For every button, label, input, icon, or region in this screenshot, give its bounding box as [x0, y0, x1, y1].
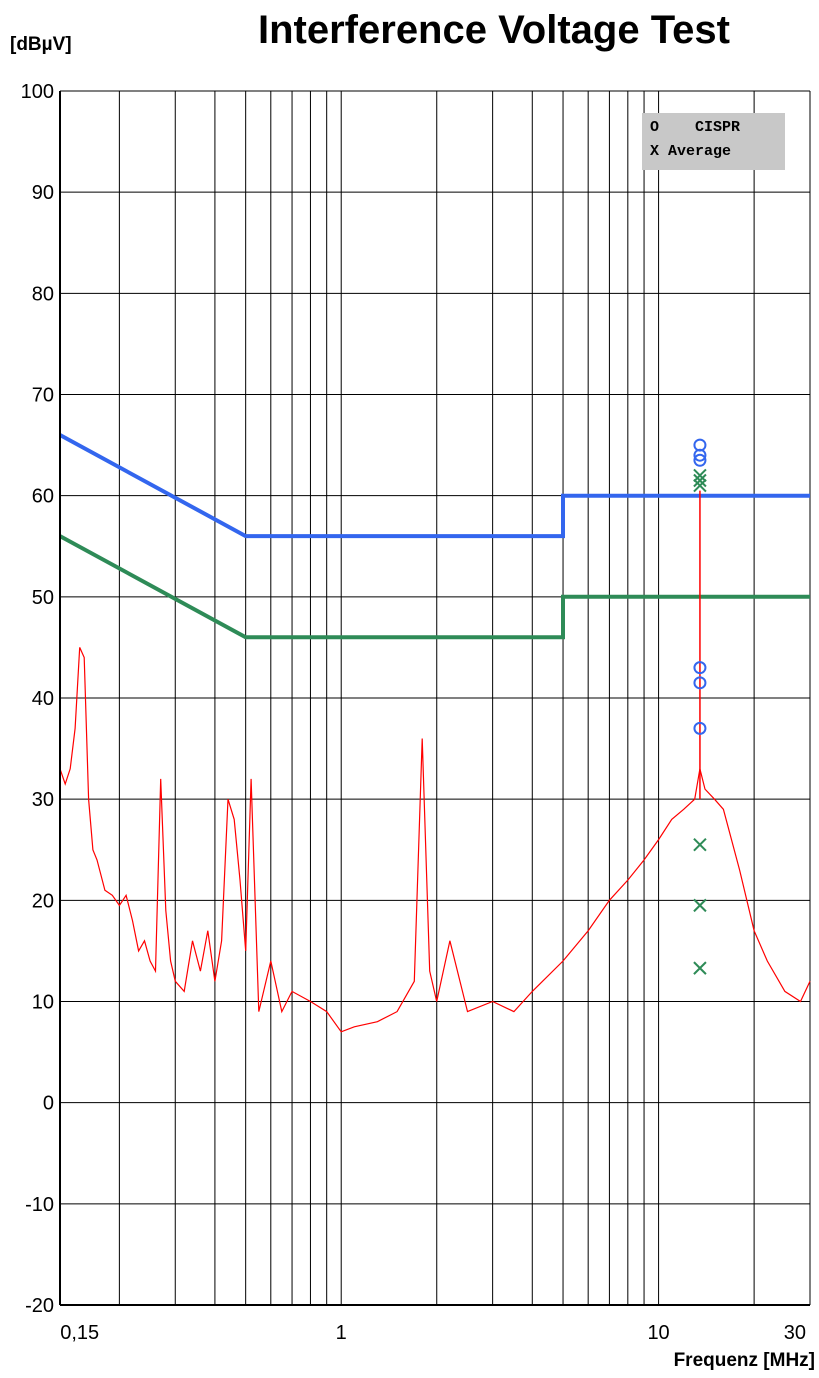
- qp-marker: [693, 448, 707, 462]
- axes: [59, 90, 810, 1306]
- qp-limit-line: [59, 433, 810, 539]
- y-tick-label: 30: [32, 789, 54, 811]
- avg-marker: [693, 473, 707, 488]
- y-tick-label: 80: [32, 283, 54, 305]
- y-tick-label: 90: [32, 182, 54, 204]
- x-tick-label: 10: [647, 1322, 669, 1344]
- avg-marker: [693, 478, 707, 493]
- y-tick-label: 40: [32, 688, 54, 710]
- markers: [693, 438, 707, 975]
- y-tick-label: 20: [32, 890, 54, 912]
- avg-marker-stroke: [693, 898, 707, 913]
- y-tick-label: -10: [25, 1194, 54, 1216]
- y-axis-label: [dBµV]: [10, 34, 72, 55]
- avg-marker: [693, 898, 707, 913]
- avg-marker-stroke: [693, 478, 707, 493]
- qp-marker: [693, 676, 707, 690]
- y-tick-label: 50: [32, 587, 54, 609]
- avg-marker: [693, 468, 707, 483]
- y-tick-label: 0: [43, 1093, 54, 1115]
- avg-marker-stroke: [693, 961, 707, 975]
- y-tick-label: -20: [25, 1295, 54, 1317]
- qp-marker: [693, 661, 707, 675]
- qp-marker: [693, 453, 707, 467]
- y-tick-label: 10: [32, 992, 54, 1014]
- avg-limit-line: [59, 534, 810, 640]
- qp-marker: [693, 721, 707, 735]
- y-tick-label: 70: [32, 385, 54, 407]
- chart-title: Interference Voltage Test: [258, 8, 730, 52]
- avg-marker-stroke: [693, 837, 707, 852]
- x-tick-label: 30: [784, 1322, 806, 1344]
- legend-entry-cispr: O CISPR: [650, 119, 741, 136]
- legend-entry-average: X Average: [650, 143, 732, 160]
- grid: [60, 90, 811, 1306]
- avg-marker: [693, 837, 707, 852]
- trace-line: [59, 647, 811, 1033]
- y-tick-label: 100: [21, 81, 54, 103]
- measurement-trace: [59, 490, 811, 1033]
- avg-marker: [693, 961, 707, 975]
- x-tick-label: 0,15: [60, 1322, 99, 1344]
- y-tick-label: 60: [32, 486, 54, 508]
- avg-marker-stroke: [693, 473, 707, 488]
- avg-marker-stroke: [693, 468, 707, 483]
- limit-lines: [59, 433, 810, 640]
- x-axis-label: Frequenz [MHz]: [673, 1350, 815, 1371]
- legend: O CISPR X Average: [642, 113, 785, 170]
- x-tick-label: 1: [336, 1322, 347, 1344]
